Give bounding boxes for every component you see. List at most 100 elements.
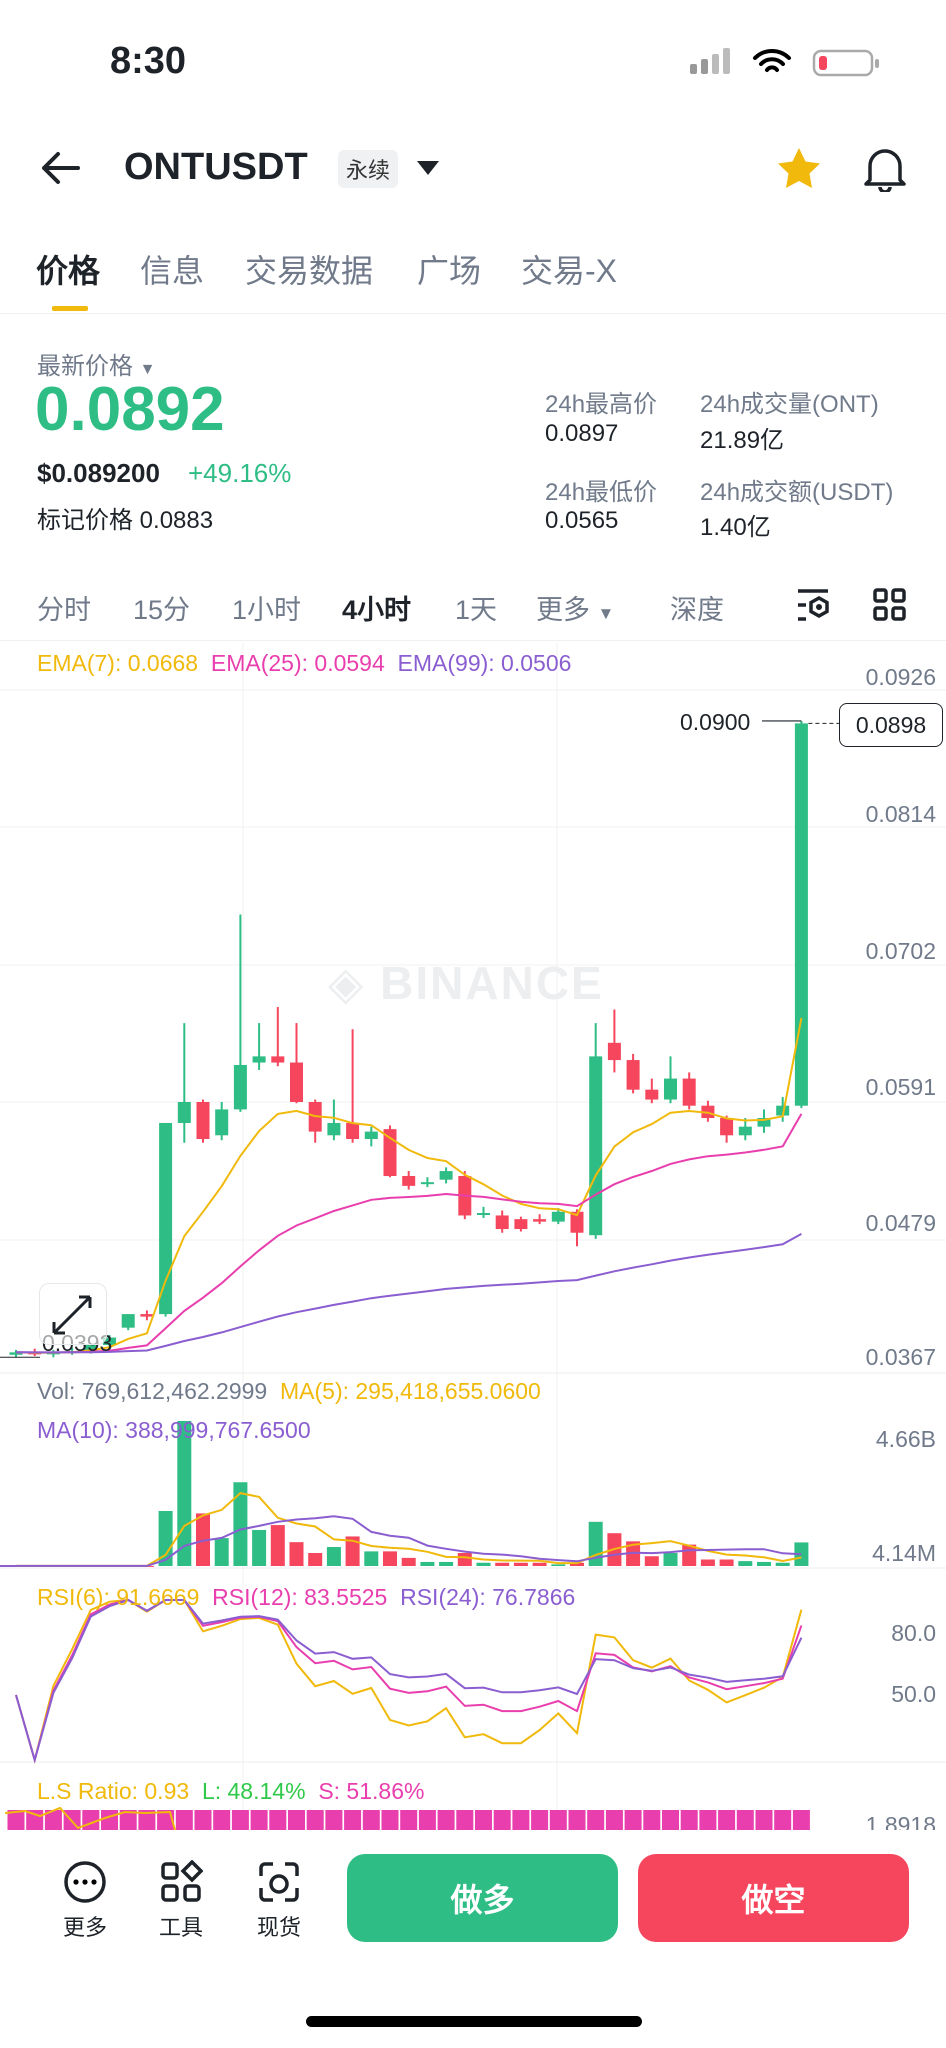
ls-ratio-bar: [44, 1810, 62, 1830]
tools-button[interactable]: 工具: [141, 1859, 221, 1942]
volume-bar: [644, 1556, 659, 1566]
star-icon[interactable]: [776, 146, 822, 190]
long-button[interactable]: 做多: [347, 1854, 618, 1942]
ls-ratio-bar: [288, 1810, 305, 1830]
watermark-text: BINANCE: [380, 957, 604, 1009]
grid-layout-icon[interactable]: [873, 588, 907, 622]
tab-trading-data[interactable]: 交易数据: [245, 253, 374, 289]
interval-15m[interactable]: 15分: [133, 595, 191, 625]
candle-up: [9, 1352, 23, 1355]
ls-legend: L.S Ratio: 0.93 L: 48.14% S: 51.86%: [37, 1778, 424, 1805]
candle-up: [664, 1078, 677, 1100]
volume-bar: [158, 1510, 173, 1566]
ls-ratio-bar: [437, 1810, 455, 1830]
mark-price: 标记价格 0.0883: [37, 500, 213, 535]
volume-bar: [233, 1482, 248, 1566]
candle-down: [495, 1215, 509, 1230]
volume-bar: [214, 1538, 229, 1566]
candle-up: [551, 1211, 565, 1222]
rsi24-line: [15, 1598, 803, 1764]
symbol-title[interactable]: ONTUSDT: [124, 146, 308, 188]
stat-label: 24h成交额(USDT): [700, 479, 894, 506]
volume-bar: [252, 1529, 267, 1566]
volume-bar: [364, 1551, 379, 1566]
rsi12-line: [15, 1598, 803, 1764]
candle-down: [607, 1042, 621, 1061]
interval-1h[interactable]: 1小时: [232, 595, 302, 625]
stat-value: 0.0565: [545, 507, 619, 534]
volume-axis-label: 4.14M: [872, 1540, 936, 1566]
ls-ratio-bar: [119, 1810, 137, 1830]
interval-4h[interactable]: 4小时: [342, 595, 412, 625]
ls-ratio-bar: [643, 1810, 661, 1830]
chart-settings-icon[interactable]: [796, 588, 832, 622]
expand-icon: [52, 1295, 92, 1335]
volume-bar: [570, 1562, 584, 1566]
kline-chart[interactable]: [0, 0, 946, 1840]
divider: [0, 640, 946, 641]
volume-bar: [289, 1542, 304, 1566]
ls-ratio-bar: [774, 1810, 792, 1830]
tab-square[interactable]: 广场: [417, 253, 482, 289]
volume-bar: [532, 1562, 547, 1566]
rsi24: RSI(24): 76.7866: [400, 1584, 576, 1610]
volume-bar: [757, 1561, 771, 1566]
ls-ratio-line: [4, 1806, 176, 1831]
caret-down-icon[interactable]: [416, 160, 440, 176]
more-icon: [64, 1861, 106, 1903]
tools-icon: [161, 1859, 204, 1902]
vol-ma5: MA(5): 295,418,655.0600: [280, 1378, 541, 1404]
candle-up: [252, 1056, 266, 1063]
current-price-tag[interactable]: 0.0898: [839, 703, 943, 747]
volume-bar: [719, 1559, 734, 1566]
volume-axis-label: 4.66B: [875, 1426, 936, 1452]
rsi-legend: RSI(6): 91.6669 RSI(12): 83.5525 RSI(24)…: [37, 1584, 575, 1611]
ema7-line: [15, 1017, 803, 1354]
candle-up: [738, 1126, 752, 1136]
last-price-label[interactable]: 最新价格 ▼: [37, 346, 156, 381]
candle-down: [720, 1118, 734, 1136]
candle-up: [215, 1109, 229, 1136]
short-button[interactable]: 做空: [638, 1854, 909, 1942]
spot-button[interactable]: 现货: [239, 1860, 319, 1942]
candle-down: [346, 1122, 360, 1139]
stat-label: 24h最高价: [545, 391, 658, 418]
high-price-label: 0.0900: [680, 709, 751, 735]
spot-icon: [259, 1862, 299, 1902]
bell-icon[interactable]: [862, 144, 908, 192]
ls-ratio-bar: [755, 1810, 773, 1830]
ls-ratio-bar: [736, 1810, 754, 1830]
contract-type-badge: 永续: [338, 150, 399, 188]
interval-1d[interactable]: 1天: [455, 595, 498, 625]
caret-down-icon: ▼: [597, 604, 615, 623]
back-arrow-icon[interactable]: [40, 150, 82, 186]
stat-value: 0.0897: [545, 420, 619, 447]
ls-ratio-bar: [213, 1810, 231, 1830]
interval-time[interactable]: 分时: [37, 595, 91, 625]
fullscreen-button[interactable]: [39, 1283, 107, 1345]
interval-depth[interactable]: 深度: [670, 595, 724, 625]
candle-up: [159, 1122, 173, 1315]
tab-info[interactable]: 信息: [140, 253, 205, 289]
rsi6: RSI(6): 91.6669: [37, 1584, 200, 1610]
volume-legend: Vol: 769,612,462.2999 MA(5): 295,418,655…: [37, 1378, 541, 1405]
candle-down: [196, 1102, 210, 1139]
stat-value: 1.40亿: [700, 514, 771, 541]
ls-short: S: 51.86%: [318, 1778, 425, 1804]
volume-bar: [308, 1552, 323, 1566]
candle-up: [794, 723, 808, 1106]
candle-down: [140, 1314, 154, 1317]
signal-icon: [690, 48, 730, 74]
stat-value: 21.89亿: [700, 427, 785, 454]
volume-bar: [495, 1562, 510, 1566]
more-button[interactable]: 更多: [45, 1860, 125, 1942]
volume-bar: [345, 1536, 360, 1566]
tab-price[interactable]: 价格: [36, 253, 101, 289]
volume-bar: [738, 1561, 753, 1566]
ls-ratio-bar: [568, 1810, 586, 1830]
volume-bar: [551, 1564, 566, 1566]
ls-ratio-bar: [792, 1810, 810, 1830]
volume-bar: [700, 1559, 715, 1566]
interval-more[interactable]: 更多 ▼: [536, 588, 614, 627]
tab-trade-x[interactable]: 交易-X: [521, 253, 618, 289]
